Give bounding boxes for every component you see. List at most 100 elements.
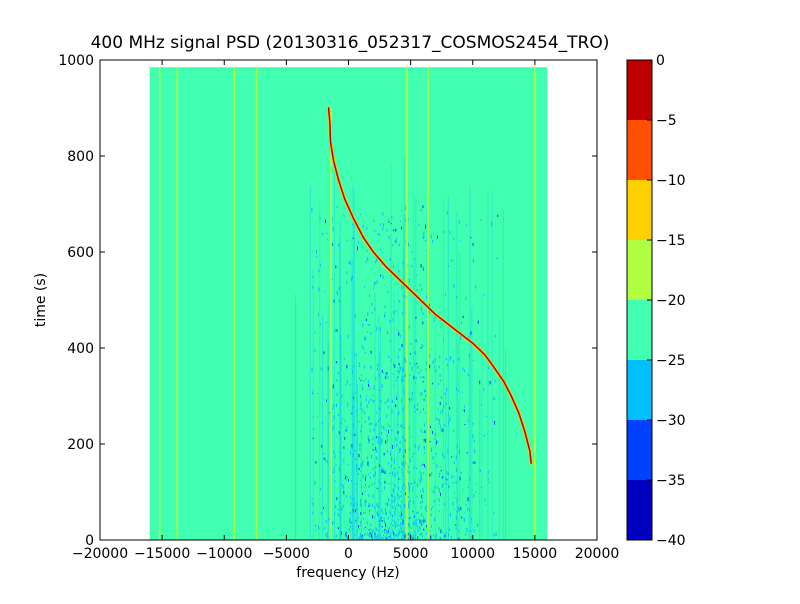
noise-cell	[357, 538, 359, 540]
noise-cell	[311, 207, 313, 212]
noise-cell	[420, 533, 422, 536]
noise-cell	[425, 368, 427, 371]
noise-cell	[430, 234, 432, 239]
noise-cell	[461, 321, 463, 325]
noise-cell	[366, 528, 368, 530]
noise-cell	[456, 468, 458, 472]
noise-cell	[357, 414, 359, 416]
noise-cell	[424, 438, 426, 443]
noise-cell	[356, 466, 358, 471]
noise-cell	[413, 523, 415, 526]
noise-cell	[475, 483, 477, 485]
noise-cell	[347, 464, 349, 466]
noise-cell	[318, 269, 320, 273]
noise-cell	[477, 320, 479, 324]
noise-cell	[440, 410, 442, 414]
noise-cell	[430, 525, 432, 528]
noise-cell	[489, 380, 491, 385]
noise-cell	[333, 415, 335, 420]
noise-streak	[352, 183, 354, 540]
colorbar-segment	[627, 420, 652, 480]
heatmap-body	[149, 67, 548, 540]
noise-cell	[333, 403, 335, 407]
noise-cell	[386, 504, 388, 507]
noise-cell	[331, 521, 333, 526]
noise-cell	[440, 538, 442, 540]
noise-cell	[346, 380, 348, 384]
noise-cell	[443, 404, 445, 409]
noise-cell	[409, 536, 411, 538]
noise-cell	[458, 220, 460, 225]
noise-cell	[411, 456, 413, 458]
noise-cell	[368, 465, 370, 467]
noise-cell	[449, 416, 451, 421]
noise-streak	[396, 368, 398, 540]
noise-cell	[469, 353, 471, 358]
noise-cell	[319, 263, 321, 268]
noise-cell	[381, 526, 383, 528]
noise-cell	[383, 470, 385, 473]
noise-cell	[421, 494, 423, 499]
noise-cell	[384, 314, 386, 318]
noise-cell	[442, 428, 444, 433]
noise-cell	[398, 496, 400, 500]
x-tick-label: 20000	[575, 546, 620, 562]
noise-cell	[425, 510, 427, 513]
noise-cell	[414, 410, 416, 413]
noise-cell	[393, 264, 395, 269]
noise-cell	[449, 407, 451, 410]
noise-cell	[376, 528, 378, 531]
noise-cell	[424, 389, 426, 393]
noise-cell	[368, 324, 370, 326]
noise-cell	[409, 362, 411, 365]
noise-cell	[434, 437, 436, 440]
noise-cell	[368, 383, 370, 387]
noise-streak	[442, 198, 444, 540]
noise-cell	[446, 479, 448, 481]
noise-cell	[393, 538, 395, 540]
noise-cell	[419, 479, 421, 484]
noise-cell	[412, 500, 414, 505]
noise-cell	[359, 538, 361, 540]
noise-cell	[315, 250, 317, 254]
noise-cell	[417, 403, 419, 407]
noise-cell	[426, 505, 428, 509]
noise-cell	[420, 474, 422, 479]
noise-cell	[370, 397, 372, 401]
noise-cell	[472, 359, 474, 361]
noise-cell	[426, 531, 428, 536]
colorbar-tick-label: −15	[656, 233, 686, 249]
noise-cell	[368, 485, 370, 489]
noise-cell	[335, 534, 337, 538]
noise-cell	[375, 466, 377, 469]
noise-cell	[369, 428, 371, 433]
noise-cell	[346, 280, 348, 284]
noise-streak	[334, 158, 336, 540]
noise-cell	[458, 530, 460, 532]
noise-cell	[449, 231, 451, 234]
noise-cell	[433, 499, 435, 503]
noise-cell	[367, 437, 369, 439]
noise-cell	[424, 466, 426, 469]
noise-cell	[389, 425, 391, 427]
noise-cell	[384, 528, 386, 531]
noise-cell	[453, 461, 455, 465]
y-tick-label: 400	[67, 341, 94, 357]
noise-cell	[361, 384, 363, 387]
noise-cell	[402, 522, 404, 525]
noise-cell	[336, 497, 338, 501]
noise-cell	[415, 533, 417, 535]
noise-cell	[360, 374, 362, 377]
noise-cell	[452, 501, 454, 506]
y-tick-label: 1000	[58, 53, 94, 69]
noise-cell	[384, 520, 386, 524]
noise-cell	[458, 507, 460, 512]
noise-cell	[361, 465, 363, 468]
noise-cell	[453, 237, 455, 240]
noise-cell	[462, 315, 464, 319]
noise-cell	[360, 394, 362, 397]
noise-cell	[394, 496, 396, 501]
noise-cell	[351, 497, 353, 500]
noise-cell	[384, 538, 386, 540]
noise-cell	[327, 366, 329, 371]
